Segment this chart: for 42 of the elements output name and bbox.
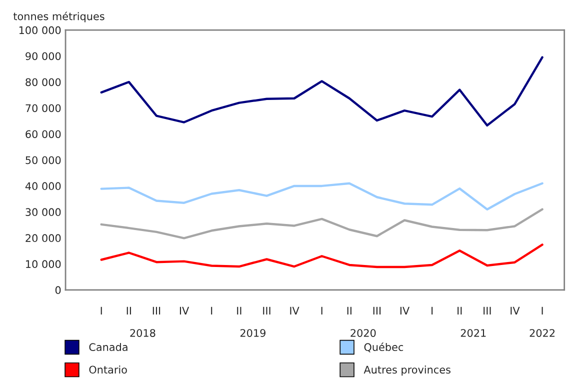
y-tick-label: 90 000 xyxy=(26,52,61,60)
x-tick-label: III xyxy=(152,306,160,314)
x-tick-label: III xyxy=(484,306,491,314)
line-series xyxy=(100,182,544,210)
x-tick-label: II xyxy=(458,306,462,314)
x-tick-label: I xyxy=(432,306,433,314)
x-tick-label: IV xyxy=(400,306,410,314)
y-axis-title: tonnes métriques xyxy=(13,12,104,22)
line-series xyxy=(100,56,544,127)
line-series xyxy=(100,244,544,268)
y-tick-label: 50 000 xyxy=(26,156,61,164)
text: 2020 xyxy=(350,329,376,337)
x-tick-label: I xyxy=(321,306,322,314)
x-tick-label: I xyxy=(100,306,102,314)
x-tick-label: IV xyxy=(180,306,190,314)
text: 2019 xyxy=(240,329,266,337)
x-tick-label: II xyxy=(126,306,131,314)
y-tick-label: 30 000 xyxy=(26,208,61,216)
y-tick-label: 10 000 xyxy=(26,260,61,268)
legend-label: Autres provinces xyxy=(364,366,450,376)
x-tick-label: III xyxy=(263,306,270,314)
x-tick-label: II xyxy=(347,306,352,314)
y-tick-label: 80 000 xyxy=(26,78,61,86)
x-tick-label: IV xyxy=(510,306,520,314)
y-tick-label: 70 000 xyxy=(26,104,61,112)
line-series xyxy=(100,208,544,240)
y-tick-label: 40 000 xyxy=(25,182,61,190)
x-tick-label: I xyxy=(542,306,543,314)
y-tick-label: 100 000 xyxy=(19,26,61,34)
y-tick-label: 20 000 xyxy=(26,234,61,242)
x-tick-label: IV xyxy=(290,306,300,314)
legend-label: Ontario xyxy=(89,366,127,374)
x-tick-label: III xyxy=(373,306,381,314)
text: 2018 xyxy=(130,329,156,337)
text: 2022 xyxy=(530,329,555,337)
legend-label: Canada xyxy=(89,342,128,352)
x-tick-label: II xyxy=(237,306,242,314)
y-tick-label: 0 xyxy=(55,286,61,294)
legend-label: Québec xyxy=(364,342,404,352)
x-tick-label: I xyxy=(211,306,212,314)
y-tick-label: 60 000 xyxy=(26,130,61,138)
text: 2021 xyxy=(460,329,486,337)
